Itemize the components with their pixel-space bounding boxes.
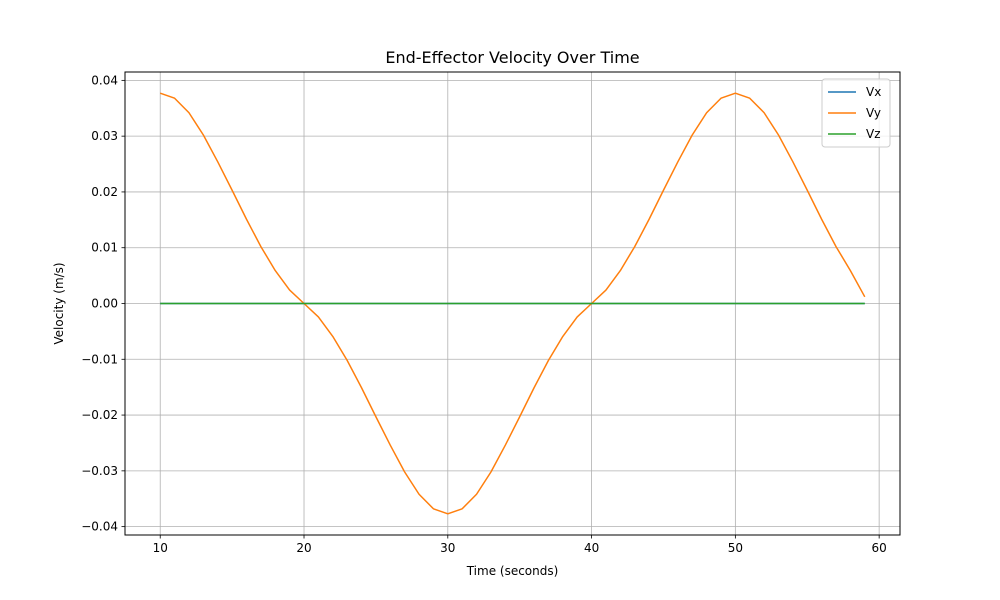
x-tick-label: 60 (872, 541, 887, 555)
x-tick-label: 10 (153, 541, 168, 555)
legend-label-vz: Vz (866, 127, 881, 141)
y-tick-label: −0.04 (81, 520, 118, 534)
x-axis-title: Time (seconds) (466, 564, 559, 578)
y-tick-label: 0.00 (91, 297, 118, 311)
legend: Vx Vy Vz (821, 78, 891, 148)
y-tick-label: 0.01 (91, 241, 118, 255)
y-axis-title: Velocity (m/s) (52, 262, 66, 344)
x-tick-label: 50 (728, 541, 743, 555)
y-tick-label: 0.02 (91, 185, 118, 199)
y-tick-label: 0.04 (91, 73, 118, 87)
y-tick-label: −0.02 (81, 408, 118, 422)
y-tick-label: 0.03 (91, 129, 118, 143)
x-tick-label: 30 (440, 541, 455, 555)
x-tick-label: 20 (296, 541, 311, 555)
x-tick-label: 40 (584, 541, 599, 555)
legend-label-vx: Vx (866, 85, 881, 99)
ticks-layer: 10 20 30 40 50 60 −0.04 −0.03 −0.02 −0.01 0.00 0.01… (81, 73, 887, 555)
series-layer (159, 92, 866, 515)
legend-label-vy: Vy (866, 106, 881, 120)
chart-title: End-Effector Velocity Over Time (385, 48, 639, 67)
series-line-vy (159, 92, 866, 515)
y-tick-label: −0.01 (81, 352, 118, 366)
y-tick-label: −0.03 (81, 464, 118, 478)
